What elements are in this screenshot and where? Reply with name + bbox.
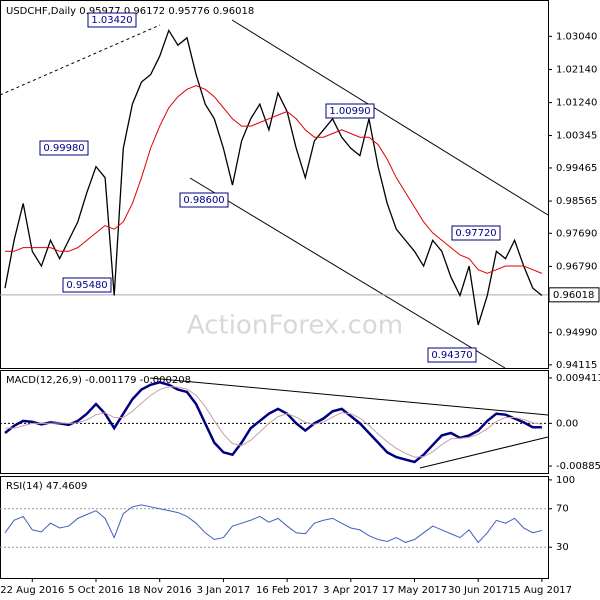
annotation-box	[39, 140, 89, 156]
y-tick-label: 0.94115	[556, 360, 597, 371]
macd-trend-line	[149, 377, 549, 416]
y-tick-label: 30	[556, 542, 569, 553]
channel-line	[231, 19, 549, 216]
x-tick-label: 30 Jun 2017	[448, 585, 508, 596]
annotation-label: 0.97720	[455, 228, 496, 239]
rsi-panel	[0, 476, 549, 579]
x-tick-label: 16 Feb 2017	[256, 585, 318, 596]
x-tick-label: 3 Jan 2017	[197, 585, 251, 596]
last-price-label: 0.96018	[553, 290, 594, 301]
annotation-box	[427, 347, 477, 363]
series-line	[4, 381, 542, 464]
watermark: ActionForex.com	[187, 311, 403, 341]
annotation-box	[451, 225, 501, 241]
series-line	[4, 504, 543, 544]
annotation-label: 0.94370	[431, 350, 472, 361]
last-price-box	[548, 287, 600, 303]
x-tick-label: 15 Aug 2017	[508, 585, 572, 596]
x-tick-label: 17 May 2017	[382, 585, 447, 596]
series-line	[5, 85, 543, 274]
trend-line	[0, 24, 161, 96]
y-tick-label: 0.96790	[556, 261, 597, 272]
y-tick-label: -0.008852	[556, 461, 600, 472]
rsi-title: RSI(14) 47.4609	[6, 481, 87, 492]
annotation-label: 0.95480	[66, 280, 107, 291]
macd-title: MACD(12,26,9) -0.001179 -0.000208	[6, 375, 191, 386]
chart-title: USDCHF,Daily 0.95977 0.96172 0.95776 0.9…	[6, 6, 254, 17]
macd-trend-line	[419, 436, 549, 469]
x-tick-label: 3 Apr 2017	[323, 585, 378, 596]
annotation-label: 0.98600	[183, 195, 224, 206]
y-tick-label: 100	[556, 475, 575, 486]
channel-line	[189, 177, 506, 369]
y-tick-label: 0.00	[556, 418, 578, 429]
y-tick-label: 0.98565	[556, 196, 597, 207]
price-panel	[0, 0, 549, 369]
y-tick-label: 70	[556, 504, 569, 515]
annotation-label: 1.03420	[91, 15, 132, 26]
y-tick-label: 1.01240	[556, 98, 597, 109]
series-line	[5, 386, 542, 458]
annotation-label: 1.00990	[329, 106, 370, 117]
x-tick-label: 22 Aug 2016	[0, 585, 64, 596]
y-tick-label: 0.94990	[556, 328, 597, 339]
y-tick-label: 0.99465	[556, 163, 597, 174]
y-tick-label: 0.97690	[556, 228, 597, 239]
x-tick-label: 18 Nov 2016	[128, 585, 192, 596]
annotation-box	[87, 12, 137, 28]
x-tick-label: 5 Oct 2016	[68, 585, 123, 596]
annotation-box	[179, 192, 229, 208]
y-tick-label: 0.009411	[556, 373, 600, 384]
annotation-label: 0.99980	[43, 143, 84, 154]
y-tick-label: 1.00345	[556, 131, 597, 142]
annotation-box	[325, 103, 375, 119]
annotation-box	[62, 277, 112, 293]
series-line	[4, 28, 543, 326]
macd-panel	[0, 370, 549, 474]
y-tick-label: 1.03040	[556, 31, 597, 42]
y-tick-label: 1.02140	[556, 64, 597, 75]
